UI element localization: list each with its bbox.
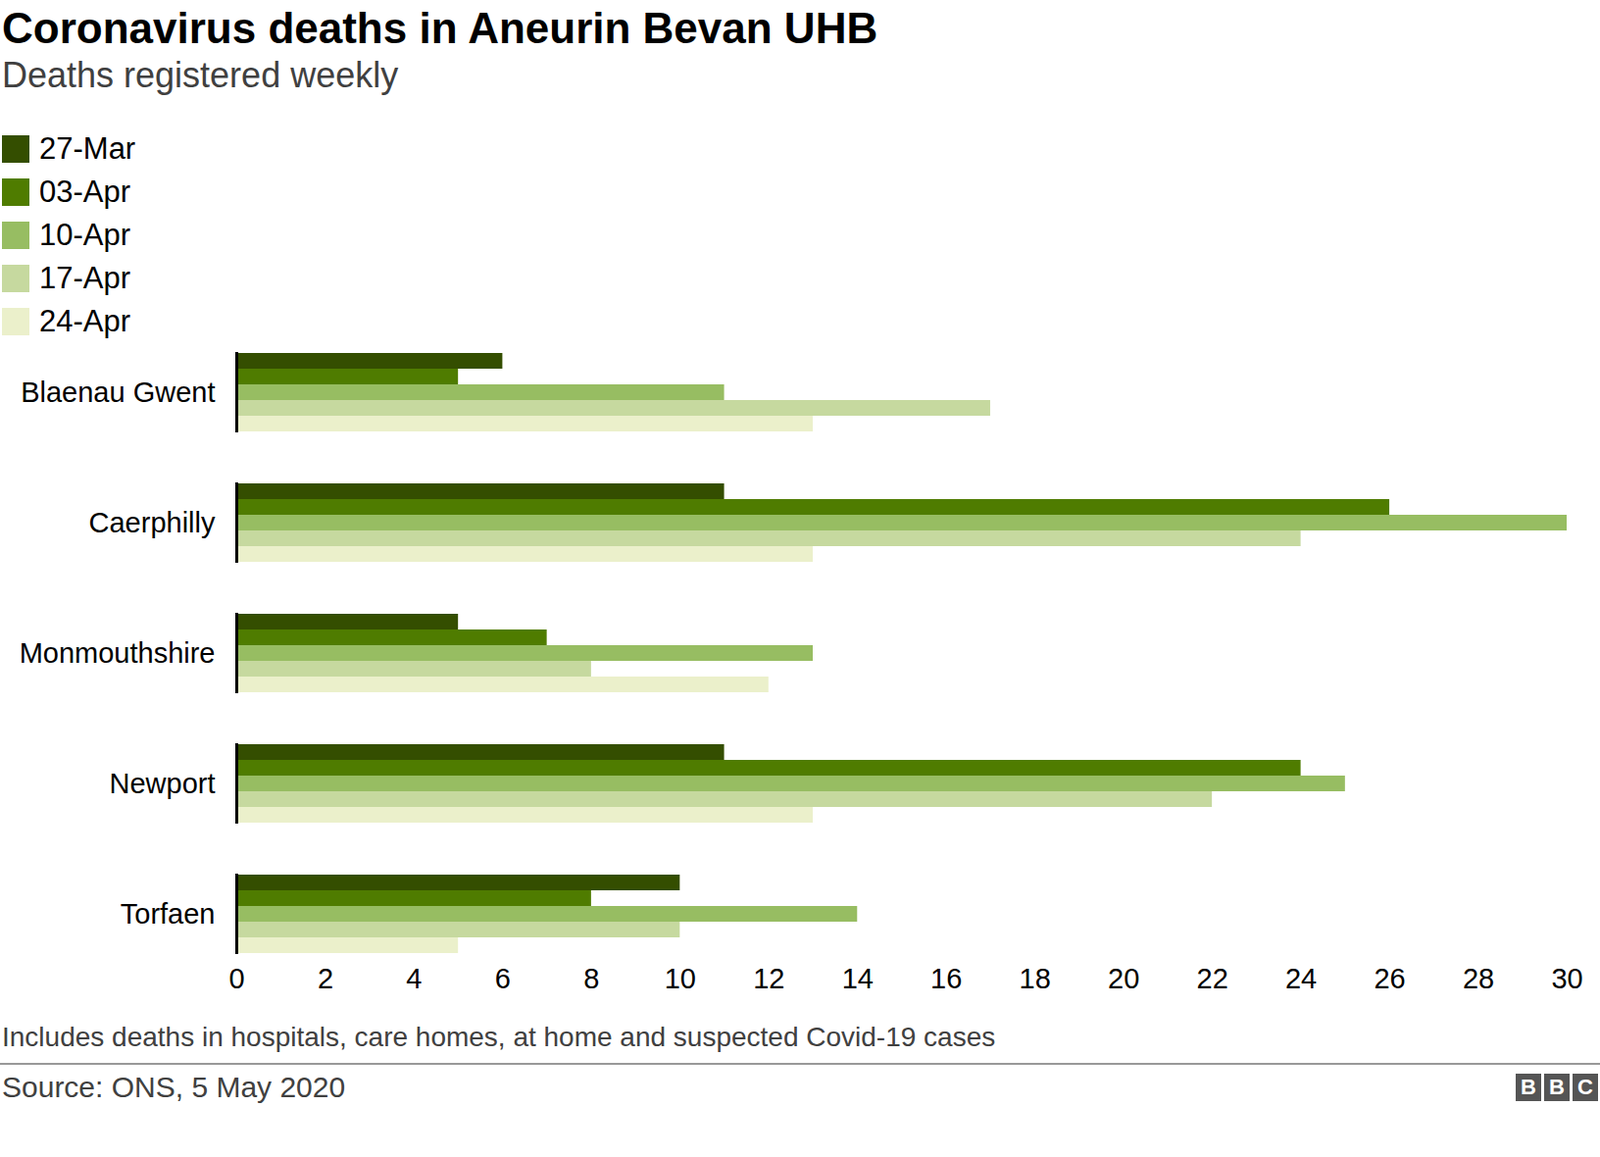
svg-text:14: 14	[842, 962, 874, 995]
svg-text:16: 16	[930, 962, 962, 995]
html-text:Includes deaths in hospitals,: Includes deaths in hospitals, care homes…	[1, 1021, 996, 1052]
svg-text:8: 8	[583, 962, 600, 995]
html-text:B: B	[1549, 1074, 1565, 1100]
svg-text:12: 12	[752, 962, 785, 995]
svg-text:18: 18	[1019, 962, 1051, 995]
svg-text:Torfaen: Torfaen	[120, 898, 216, 930]
svg-text:2: 2	[317, 962, 334, 995]
html-text:Source: ONS, 5 May 2020: Source: ONS, 5 May 2020	[1, 1070, 346, 1103]
svg-text:Blaenau Gwent: Blaenau Gwent	[20, 376, 215, 408]
html-text:Deaths registered weekly: Deaths registered weekly	[1, 54, 399, 96]
svg-text:10: 10	[664, 962, 697, 995]
svg-text:4: 4	[405, 962, 422, 995]
html-text:10-Apr: 10-Apr	[39, 217, 131, 252]
svg-text:Caerphilly: Caerphilly	[89, 506, 216, 539]
svg-text:30: 30	[1550, 962, 1583, 995]
svg-text:0: 0	[228, 962, 245, 995]
html-text:17-Apr: 17-Apr	[39, 260, 131, 296]
html-text:Coronavirus deaths in Aneurin: Coronavirus deaths in Aneurin Bevan UHB	[1, 3, 878, 52]
html-text:B: B	[1520, 1074, 1537, 1100]
html-text:03-Apr: 03-Apr	[39, 174, 131, 209]
svg-text:6: 6	[495, 962, 511, 995]
svg-text:22: 22	[1197, 962, 1229, 995]
html-text:24-Apr: 24-Apr	[39, 303, 131, 339]
svg-text:Monmouthshire: Monmouthshire	[19, 637, 216, 669]
svg-text:24: 24	[1285, 962, 1317, 995]
svg-text:28: 28	[1462, 962, 1495, 995]
html-text:C: C	[1577, 1074, 1594, 1100]
svg-text:26: 26	[1373, 962, 1405, 995]
svg-text:20: 20	[1107, 962, 1140, 995]
html-text:27-Mar: 27-Mar	[39, 131, 136, 166]
svg-text:Newport: Newport	[109, 767, 216, 800]
